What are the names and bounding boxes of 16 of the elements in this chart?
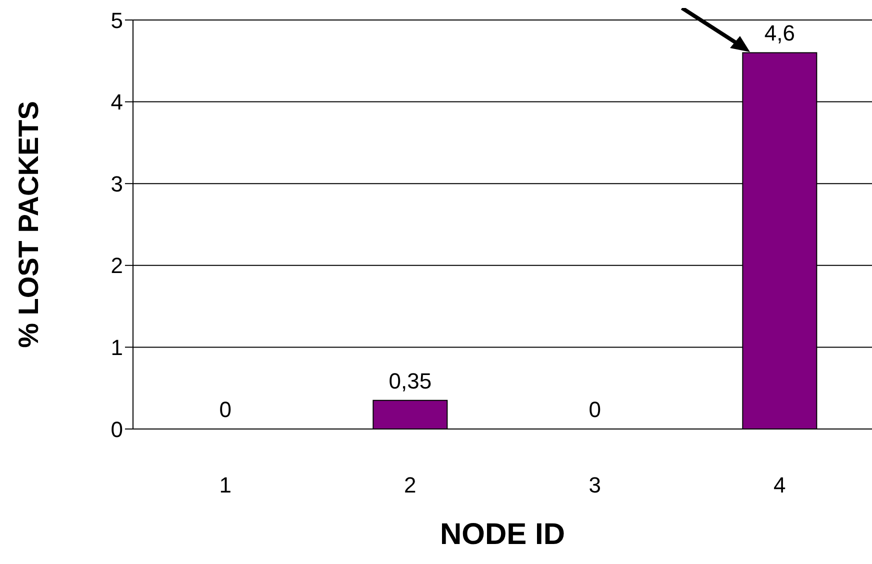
y-axis-title: % LOST PACKETS xyxy=(12,101,44,348)
y-tick-label: 5 xyxy=(110,8,123,33)
y-tick-label: 0 xyxy=(110,416,123,442)
data-label: 4,6 xyxy=(764,20,795,46)
x-tick-label: 2 xyxy=(404,472,416,498)
y-tick-label: 2 xyxy=(110,253,123,278)
data-label: 0,35 xyxy=(388,368,432,394)
x-tick-label: 1 xyxy=(219,472,232,498)
data-label: 0 xyxy=(219,397,232,422)
data-label: 0 xyxy=(588,397,602,422)
x-axis-title: NODE ID xyxy=(440,518,566,551)
y-tick-label: 1 xyxy=(110,335,123,360)
x-tick-label: 3 xyxy=(588,472,601,498)
y-tick-label: 3 xyxy=(110,171,123,196)
x-tick-label: 4 xyxy=(774,472,786,498)
y-tick-label: 4 xyxy=(110,90,123,115)
